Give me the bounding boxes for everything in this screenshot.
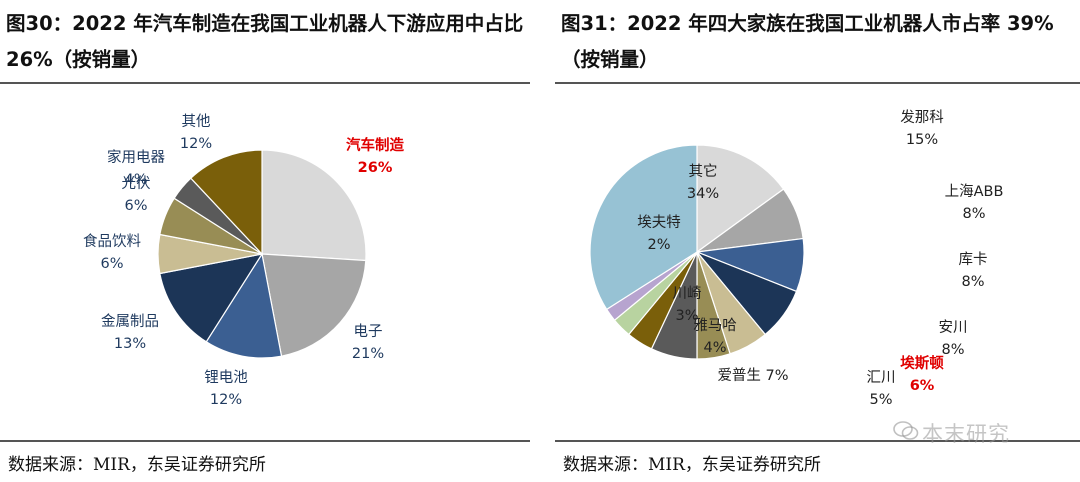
slice-category-label-2: 电子 [354,323,383,340]
title-divider-right [555,82,1080,84]
slice-category-label-9: 川崎 [673,285,702,302]
pie-slice-2 [261,253,367,357]
slice-label-7: 爱普生 7% [717,367,788,384]
chart-title-right: 图31：2022 年四大家族在我国工业机器人市占率 39%（按销量） [561,12,1054,71]
slice-category-label-8: 其他 [182,113,211,130]
slice-value-label-4: 13% [114,336,146,352]
pie-slice-8 [189,149,263,256]
slice-category-label-6: 光伏 [122,175,151,192]
chart-title-left: 图30：2022 年汽车制造在我国工业机器人下游应用中占比 26%（按销量） [6,12,524,71]
slice-value-label-3: 12% [210,392,242,408]
slice-value-label-5: 6% [100,256,123,272]
slice-value-label-2: 8% [962,206,985,222]
pie-slice-1 [261,149,367,262]
slice-category-label-7: 家用电器 [107,149,165,166]
slice-category-label-1: 发那科 [900,109,944,126]
slice-category-label-6: 汇川 [867,369,896,386]
slice-category-label-8: 雅马哈 [693,317,737,334]
title-divider-left [0,82,530,84]
footer-divider-left [0,440,530,442]
chart-panel-right: 图31：2022 年四大家族在我国工业机器人市占率 39%（按销量） 发那科 15… [555,0,1080,482]
slice-value-label-10: 2% [647,237,670,253]
slice-value-label-8: 12% [180,136,212,152]
pie-slice-3 [205,252,283,359]
slice-value-label-3: 8% [961,274,984,290]
slice-category-label-11: 其它 [689,162,718,180]
slice-value-label-6: 5% [869,392,892,408]
slice-value-label-8: 4% [703,340,726,356]
pie-chart-left: 汽车制造 26% 电子 21% 锂电池 12% 金属制品 13% 食品饮料 6% 光伏 6% 家用电器 4… [83,113,404,408]
watermark-text: 本末研究 [922,422,1010,446]
slice-value-label-1: 15% [906,132,938,148]
slice-value-label-7: 4% [124,172,147,188]
source-note-left: 数据来源：MIR，东吴证券研究所 [8,455,266,475]
pie-slice-4 [159,253,264,343]
source-note-right: 数据来源：MIR，东吴证券研究所 [563,455,821,475]
slice-category-label-2: 上海ABB [945,183,1004,200]
slice-category-label-4: 安川 [939,319,968,336]
slice-category-label-1: 汽车制造 [346,136,404,154]
slice-value-label-5: 6% [910,378,935,394]
slice-value-label-2: 21% [352,346,384,362]
slice-category-label-4: 金属制品 [101,313,159,330]
slice-value-label-1: 26% [358,160,393,176]
slice-category-label-10: 埃夫特 [637,214,681,231]
slice-category-label-3: 库卡 [959,251,988,268]
pie-slice-11 [589,144,698,311]
slice-value-label-9: 3% [675,308,698,324]
footer-divider-right [555,440,1080,442]
chart-panel-left: 图30：2022 年汽车制造在我国工业机器人下游应用中占比 26%（按销量） 汽… [0,0,530,482]
slice-value-label-6: 6% [124,198,147,214]
slice-category-label-5: 埃斯顿 [900,354,944,372]
pie-slice-1 [696,144,785,254]
slice-value-label-4: 8% [941,342,964,358]
slice-category-label-3: 锂电池 [204,369,248,386]
wechat-icon [893,421,919,440]
slice-category-label-5: 食品饮料 [83,233,141,250]
slice-value-label-11: 34% [687,186,719,202]
